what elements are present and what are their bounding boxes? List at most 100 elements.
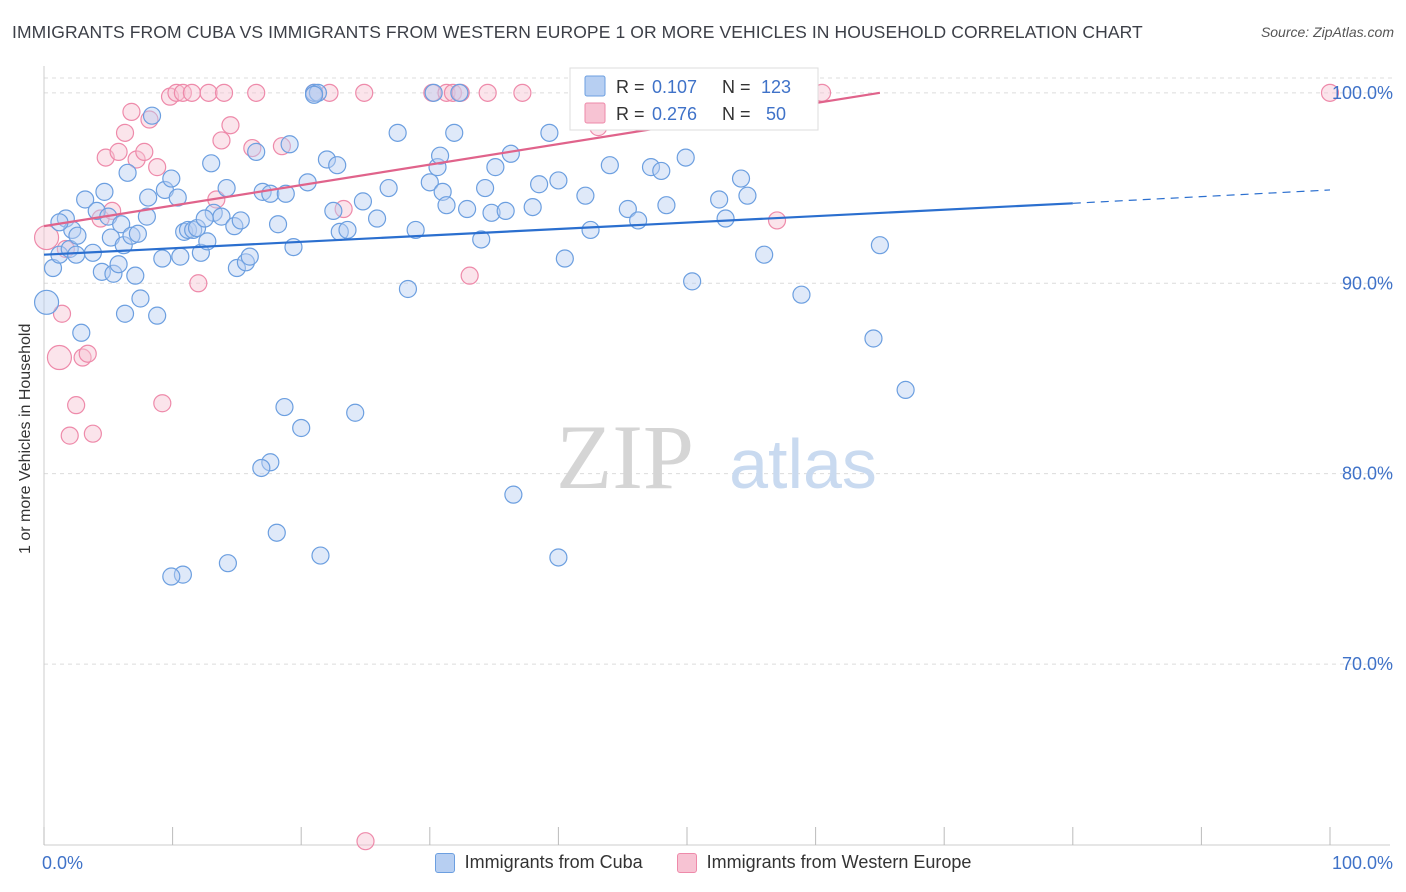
weu-point-18 — [148, 158, 167, 177]
cuba-point-105 — [738, 186, 757, 205]
cuba-point-112 — [72, 323, 91, 342]
legend-r-label-cuba: R = — [616, 77, 645, 97]
y-tick-label-100: 100.0% — [1332, 83, 1393, 103]
cuba-point-92 — [576, 186, 595, 205]
cuba-point-71 — [406, 220, 425, 240]
y-tick-label-80: 80.0% — [1342, 464, 1393, 484]
legend-n-value-weu: 50 — [766, 104, 786, 124]
weu-point-24 — [189, 274, 208, 293]
weu-point-1 — [46, 344, 73, 371]
weu-point-27 — [212, 131, 231, 150]
weu-point-28 — [221, 116, 240, 135]
cuba-point-17 — [112, 215, 131, 234]
cuba-point-24 — [131, 289, 150, 308]
weu-point-12 — [109, 142, 128, 161]
tick-labels: 70.0% 80.0% 90.0% 100.0% 0.0% 100.0% — [42, 83, 1393, 873]
watermark: ZIP atlas — [556, 406, 877, 508]
y-tick-label-90: 90.0% — [1342, 273, 1393, 293]
weu-point-29 — [214, 83, 234, 102]
cuba-point-102 — [710, 190, 729, 209]
cuba-point-88 — [530, 175, 549, 194]
cuba-point-94 — [600, 156, 619, 175]
cuba-point-60 — [317, 150, 337, 169]
chart-title: IMMIGRANTS FROM CUBA VS IMMIGRANTS FROM … — [12, 22, 1143, 42]
cuba-point-70 — [398, 279, 418, 299]
series-cuba — [33, 83, 915, 586]
cuba-point-93 — [581, 220, 600, 240]
cuba-point-100 — [676, 148, 695, 167]
cuba-point-109 — [870, 236, 890, 255]
cuba-point-32 — [168, 188, 187, 207]
cuba-point-106 — [755, 245, 774, 264]
cuba-point-29 — [153, 249, 172, 268]
weu-point-40 — [443, 83, 463, 102]
cuba-point-120 — [162, 567, 181, 586]
legend-item-cuba: Immigrants from Cuba — [434, 852, 643, 873]
cuba-point-0 — [33, 289, 60, 315]
weu-point-19 — [153, 394, 172, 413]
cuba-point-86 — [501, 144, 520, 163]
cuba-point-87 — [523, 198, 542, 217]
cuba-point-85 — [496, 201, 515, 221]
cuba-point-114 — [275, 397, 294, 417]
weu-point-13 — [115, 123, 135, 142]
weu-point-37 — [356, 832, 375, 851]
weu-point-7 — [78, 344, 97, 363]
cuba-point-104 — [731, 169, 751, 188]
weu-point-44 — [513, 83, 532, 102]
cuba-point-81 — [472, 230, 491, 249]
cuba-point-49 — [247, 142, 266, 161]
cuba-point-108 — [864, 329, 883, 348]
watermark-zip: ZIP — [556, 406, 694, 508]
cuba-point-83 — [482, 203, 501, 222]
correlation-legend-box — [569, 67, 819, 131]
weu-point-23 — [182, 83, 201, 102]
weu-point-14 — [122, 102, 141, 121]
legend-square-cuba — [434, 852, 455, 873]
legend-square-weu — [676, 852, 697, 873]
legend-swatch-weu — [584, 102, 606, 124]
weu-point-16 — [135, 142, 154, 161]
weu-point-2 — [52, 304, 72, 323]
weu-point-43 — [478, 83, 497, 102]
y-axis-label: 1 or more Vehicles in Household — [17, 323, 34, 554]
legend-n-label-cuba: N = — [722, 77, 751, 97]
cuba-point-98 — [652, 161, 671, 181]
weu-point-5 — [67, 396, 86, 415]
cuba-point-64 — [338, 220, 357, 240]
cuba-point-122 — [311, 546, 330, 565]
cuba-point-91 — [555, 249, 574, 268]
cuba-point-35 — [178, 220, 198, 240]
cuba-point-40 — [202, 154, 221, 173]
cuba-point-68 — [379, 178, 398, 198]
cuba-point-73 — [424, 83, 443, 102]
cuba-point-25 — [137, 207, 156, 226]
weu-point-36 — [355, 83, 374, 102]
cuba-point-75 — [430, 146, 450, 165]
cuba-point-69 — [388, 123, 407, 142]
cuba-point-62 — [328, 156, 347, 175]
watermark-atlas: atlas — [729, 425, 877, 503]
cuba-point-37 — [187, 218, 207, 238]
cuba-point-95 — [618, 199, 637, 219]
cuba-point-54 — [280, 135, 299, 154]
weu-point-15 — [127, 150, 146, 169]
legend-n-value-cuba: 123 — [761, 77, 791, 97]
cuba-point-113 — [195, 209, 214, 228]
cuba-point-16 — [109, 255, 128, 274]
cuba-point-21 — [122, 226, 141, 245]
weu-point-47 — [767, 211, 787, 230]
cuba-point-116 — [261, 453, 280, 472]
cuba-point-52 — [268, 215, 288, 234]
source-label: Source: ZipAtlas.com — [1260, 24, 1394, 40]
cuba-point-38 — [191, 243, 210, 262]
cuba-point-78 — [445, 123, 464, 142]
cuba-point-43 — [217, 178, 236, 198]
legend-n-label-weu: N = — [722, 104, 751, 124]
cuba-point-23 — [128, 224, 147, 243]
weu-point-21 — [167, 83, 186, 102]
cuba-point-82 — [475, 178, 495, 198]
cuba-point-99 — [657, 196, 676, 215]
cuba-point-20 — [118, 163, 137, 182]
